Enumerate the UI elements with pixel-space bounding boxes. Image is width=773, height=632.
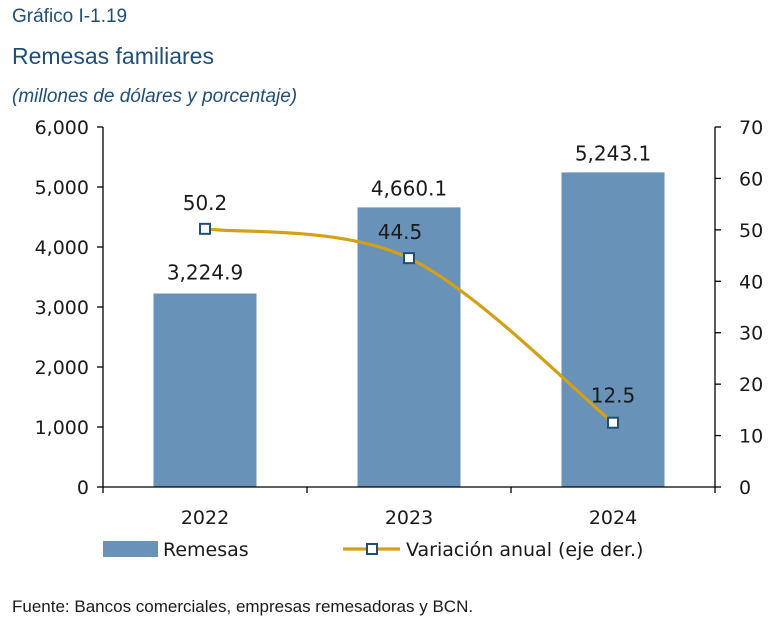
y-tick-label-right: 20 (739, 374, 763, 396)
line-marker-2022 (199, 222, 211, 235)
y-tick-label-right: 70 (739, 117, 763, 139)
y-tick-label-left: 2,000 (35, 357, 89, 379)
bar-2023 (357, 207, 461, 488)
bar-value-label: 4,660.1 (371, 176, 447, 200)
chart-title: Remesas familiares (12, 43, 214, 69)
line-marker-2024 (607, 416, 619, 429)
bar-value-label: 3,224.9 (167, 261, 243, 285)
y-tick-label-left: 1,000 (35, 417, 89, 439)
line-value-label: 44.5 (378, 220, 423, 244)
y-tick-label-right: 50 (739, 220, 763, 242)
x-tick-label: 2022 (181, 507, 229, 529)
y-tick-label-left: 6,000 (35, 117, 89, 139)
line-marker-2023 (403, 252, 415, 265)
y-tick-label-left: 0 (77, 477, 89, 499)
figure-label: Gráfico I-1.19 (12, 6, 128, 27)
bar-2022 (153, 293, 257, 487)
y-tick-label-right: 30 (739, 323, 763, 345)
y-tick-label-left: 4,000 (35, 237, 89, 259)
line-value-label: 12.5 (591, 384, 636, 408)
y-tick-label-right: 10 (739, 426, 763, 448)
y-tick-label-right: 60 (739, 168, 763, 190)
y-tick-label-left: 3,000 (35, 297, 89, 319)
x-tick-label: 2023 (385, 507, 433, 529)
bar-value-label: 5,243.1 (575, 141, 651, 165)
legend-swatch-bar (103, 541, 158, 557)
chart-subtitle: (millones de dólares y porcentaje) (12, 86, 298, 107)
y-tick-label-right: 40 (739, 271, 763, 293)
bar-2024 (561, 172, 665, 487)
line-value-label: 50.2 (183, 191, 228, 215)
legend-label-line: Variación anual (eje der.) (406, 539, 643, 561)
source-note: Fuente: Bancos comerciales, empresas rem… (12, 597, 474, 616)
x-tick-label: 2024 (589, 507, 637, 529)
legend-label-bar: Remesas (163, 539, 249, 561)
y-tick-label-right: 0 (739, 477, 751, 499)
y-tick-label-left: 5,000 (35, 177, 89, 199)
legend-swatch-marker (366, 543, 378, 555)
